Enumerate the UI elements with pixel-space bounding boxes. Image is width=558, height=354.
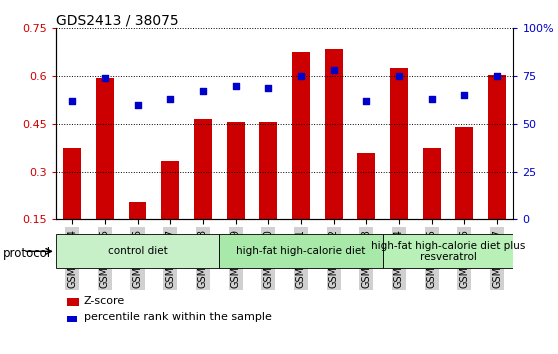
Point — [166, 96, 175, 102]
Point — [362, 98, 371, 104]
Bar — [96, 78, 114, 219]
Point — [264, 85, 273, 90]
Bar — [56, 234, 219, 268]
Point — [395, 73, 403, 79]
Point — [460, 92, 469, 98]
Point — [296, 73, 305, 79]
Bar — [63, 148, 81, 219]
Bar — [383, 234, 513, 268]
Bar — [325, 49, 343, 219]
Point — [68, 98, 76, 104]
Bar — [194, 119, 212, 219]
Point — [427, 96, 436, 102]
Text: protocol: protocol — [3, 247, 51, 259]
Text: high-fat high-calorie diet: high-fat high-calorie diet — [236, 246, 365, 256]
Bar — [219, 234, 383, 268]
Bar — [488, 75, 506, 219]
Point — [133, 102, 142, 108]
Bar — [390, 68, 408, 219]
Bar — [161, 161, 179, 219]
Point — [231, 83, 240, 88]
Text: Z-score: Z-score — [84, 296, 125, 306]
Point — [100, 75, 109, 81]
Bar — [292, 52, 310, 219]
Point — [493, 73, 502, 79]
Point — [199, 88, 208, 94]
Text: percentile rank within the sample: percentile rank within the sample — [84, 312, 272, 322]
Bar — [357, 153, 376, 219]
Text: control diet: control diet — [108, 246, 167, 256]
Bar — [128, 202, 147, 219]
Text: high-fat high-calorie diet plus
resveratrol: high-fat high-calorie diet plus resverat… — [371, 240, 525, 262]
Bar — [259, 122, 277, 219]
Bar — [455, 127, 473, 219]
Bar — [227, 122, 244, 219]
Bar — [422, 148, 441, 219]
Point — [329, 68, 338, 73]
Text: GDS2413 / 38075: GDS2413 / 38075 — [56, 13, 179, 27]
